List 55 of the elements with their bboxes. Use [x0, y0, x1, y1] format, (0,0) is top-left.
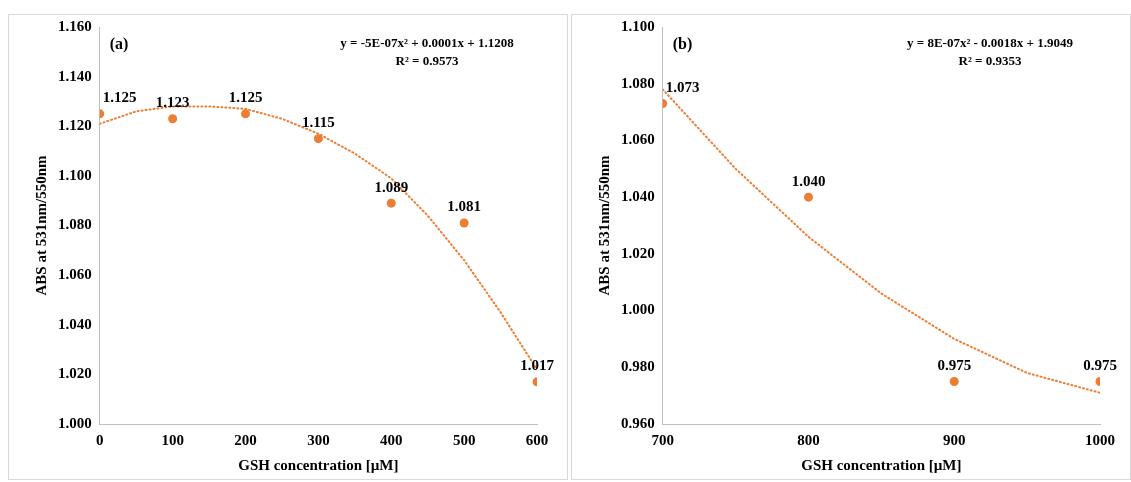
data-label: 1.040 — [791, 172, 826, 189]
y-tick-label: 1.120 — [58, 117, 92, 134]
y-tick-label: 1.100 — [58, 166, 92, 183]
annotation: R² = 0.9353 — [958, 52, 1022, 68]
point — [168, 114, 178, 124]
y-tick-label: 1.040 — [621, 188, 655, 205]
y-tick-label: 0.960 — [621, 414, 655, 431]
y-tick-label: 0.980 — [621, 358, 655, 375]
x-tick-label: 200 — [234, 431, 257, 448]
annotation: y = 8E-07x² - 0.0018x + 1.9049 — [906, 34, 1074, 50]
y-tick-label: 1.020 — [621, 244, 655, 261]
y-tick-label: 1.000 — [621, 301, 655, 318]
point — [804, 192, 813, 202]
y-tick-label: 1.060 — [621, 131, 655, 148]
x-tick-label: 700 — [651, 431, 674, 448]
data-label: 1.073 — [665, 78, 700, 95]
y-tick-label: 1.080 — [621, 74, 655, 91]
x-tick-label: 300 — [307, 431, 330, 448]
data-label: 1.017 — [520, 357, 555, 374]
x-axis-title: GSH concentration [µM] — [238, 456, 399, 473]
data-label: 1.125 — [228, 89, 263, 106]
x-tick-label: 100 — [161, 431, 184, 448]
y-tick-label: 1.100 — [621, 17, 655, 34]
data-label: 0.975 — [1083, 356, 1117, 373]
data-label: 1.081 — [447, 198, 481, 215]
data-label: 1.089 — [374, 178, 409, 195]
x-tick-label: 400 — [380, 431, 403, 448]
x-tick-label: 900 — [943, 431, 966, 448]
data-label: 0.975 — [937, 356, 972, 373]
point — [313, 134, 323, 144]
data-label: 1.123 — [155, 94, 190, 111]
y-axis-title: ABS at 531nm/550nm — [32, 154, 49, 296]
x-tick-label: 500 — [452, 431, 476, 448]
annotation: (b) — [672, 35, 693, 54]
x-tick-label: 800 — [797, 431, 820, 448]
y-tick-label: 1.140 — [58, 67, 92, 84]
x-tick-label: 1000 — [1085, 431, 1115, 448]
annotation: (a) — [109, 35, 129, 54]
y-tick-label: 1.000 — [58, 414, 92, 431]
y-axis-title: ABS at 531nm/550nm — [595, 154, 612, 296]
data-label: 1.125 — [102, 89, 137, 106]
point — [386, 198, 396, 208]
y-tick-label: 1.060 — [58, 266, 92, 282]
y-tick-label: 1.080 — [58, 216, 92, 233]
y-tick-label: 1.040 — [58, 315, 92, 332]
data-label: 1.115 — [301, 114, 335, 131]
annotation: y = -5E-07x² + 0.0001x + 1.1208 — [340, 34, 515, 50]
y-tick-label: 1.020 — [58, 365, 92, 382]
x-tick-label: 0 — [96, 431, 104, 448]
x-tick-label: 600 — [525, 431, 549, 448]
point — [459, 218, 469, 228]
annotation: R² = 0.9573 — [395, 52, 459, 68]
x-axis-title: GSH concentration [µM] — [801, 456, 962, 473]
point — [241, 109, 250, 119]
y-tick-label: 1.160 — [58, 17, 92, 34]
